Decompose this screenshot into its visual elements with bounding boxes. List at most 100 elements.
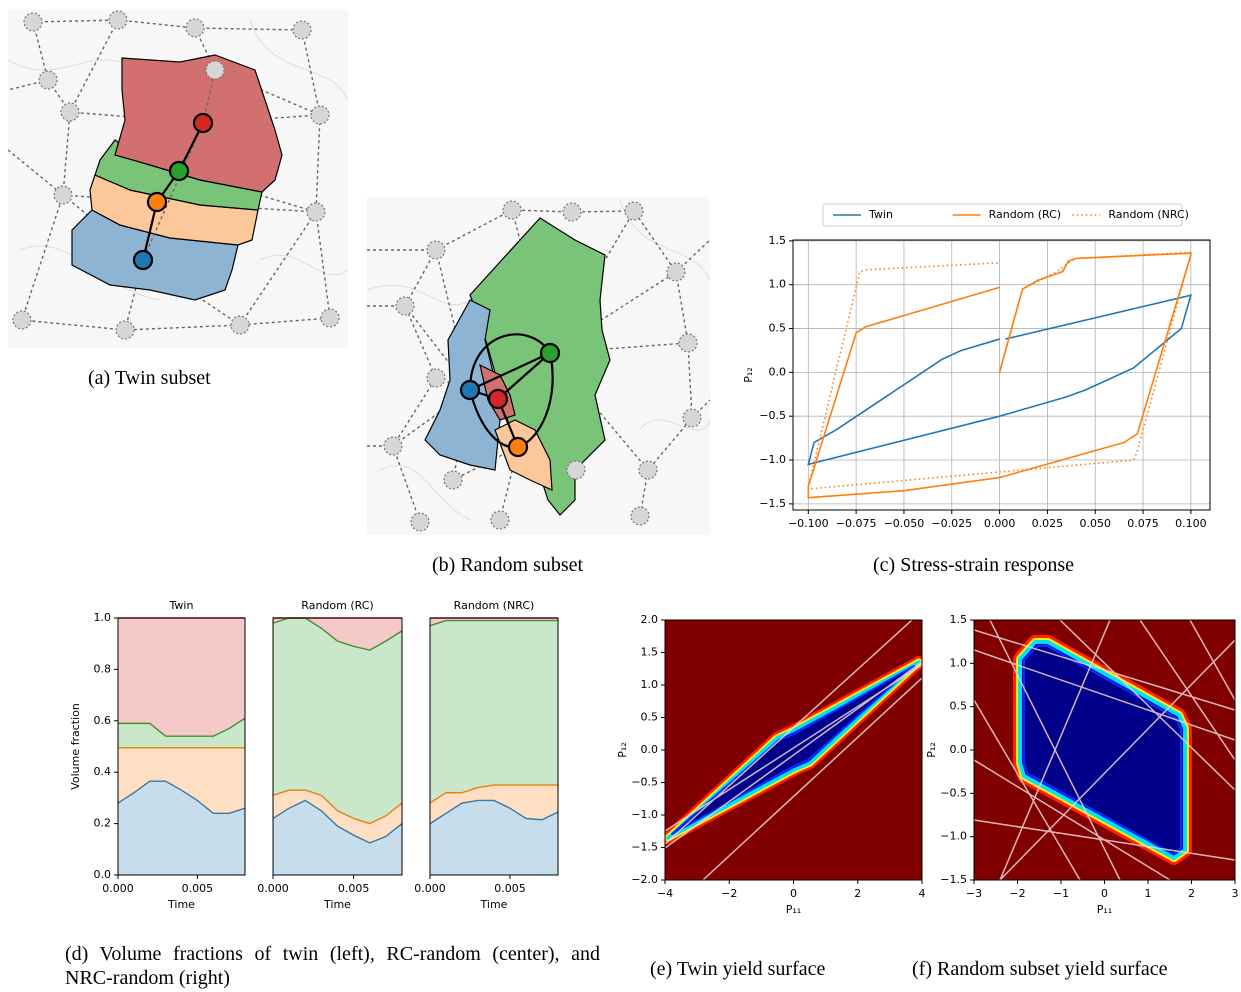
area-line [118, 717, 246, 737]
area-line [272, 789, 403, 825]
area [118, 781, 245, 875]
x-tick-label: 0 [790, 887, 797, 900]
y-tick-label: 1.5 [769, 234, 787, 247]
y-axis-label: P₁₂ [616, 742, 629, 757]
y-tick-label: 2.0 [641, 613, 659, 626]
y-tick-label: −1.5 [631, 841, 658, 854]
area-line [429, 619, 558, 627]
x-tick-label: 2 [1188, 887, 1195, 900]
x-tick-label: −0.025 [931, 517, 972, 530]
area [430, 620, 558, 804]
x-tick-label: 0.000 [414, 882, 446, 895]
axes-frame [973, 619, 1236, 881]
caption: (e) Twin yield surface [650, 958, 826, 980]
x-tick-label: −4 [657, 887, 673, 900]
area [273, 618, 402, 824]
random-subset-diagram [367, 197, 710, 535]
area [273, 618, 402, 651]
x-tick-label: 0 [1101, 887, 1108, 900]
y-tick-label: 0.0 [950, 743, 968, 756]
x-tick-label: −0.100 [788, 517, 829, 530]
x-tick-label: 3 [1232, 887, 1239, 900]
y-tick-label: −1.0 [759, 453, 786, 466]
graph-nodes [12, 10, 340, 340]
area [118, 718, 245, 748]
caption: (b) Random subset [432, 554, 584, 576]
x-tick-label: −2 [1009, 887, 1025, 900]
x-tick-label: 0.050 [1079, 517, 1111, 530]
y-tick-label: 1.0 [950, 656, 968, 669]
x-tick-label: 0.005 [494, 882, 526, 895]
caption: (f) Random subset yield surface [912, 958, 1168, 980]
area-line [429, 799, 559, 825]
x-axis-label: P₁₁ [1097, 903, 1112, 916]
y-tick-label: 0.5 [950, 700, 968, 713]
x-tick-label: 0.100 [1175, 517, 1207, 530]
x-tick-label: 0.000 [257, 882, 289, 895]
y-tick-label: 0.0 [769, 365, 787, 378]
y-tick-label: 0.2 [94, 817, 112, 830]
x-tick-label: −1 [1053, 887, 1069, 900]
y-axis-label: Volume fraction [69, 703, 82, 790]
axes-frame [272, 617, 403, 876]
y-tick-label: −2.0 [631, 873, 658, 886]
y-tick-label: 0.8 [94, 662, 112, 675]
y-tick-label: 0.0 [641, 743, 659, 756]
x-axis-label: Time [323, 898, 351, 911]
area-line [117, 780, 246, 815]
area [273, 790, 402, 843]
yield-surface-image [974, 620, 1235, 880]
x-tick-label: 0.000 [102, 882, 134, 895]
y-tick-label: 0.0 [94, 868, 112, 881]
x-axis-label: P₁₁ [786, 903, 801, 916]
area-line [429, 784, 558, 804]
y-tick-label: −1.0 [940, 830, 967, 843]
x-tick-label: 2 [854, 887, 861, 900]
axes-frame [792, 239, 1211, 511]
x-tick-label: 0.005 [338, 882, 370, 895]
y-tick-label: 0.5 [641, 711, 659, 724]
x-tick-label: −2 [721, 887, 737, 900]
line [807, 294, 1193, 466]
graph-nodes [383, 200, 702, 532]
legend-label: Random (NRC) [1108, 208, 1189, 221]
legend-label: Random (RC) [989, 208, 1061, 221]
panel-title: Random (RC) [301, 599, 373, 612]
x-tick-label: −0.050 [884, 517, 925, 530]
x-tick-label: −0.075 [836, 517, 877, 530]
area [118, 618, 245, 737]
yield-surface-image [665, 620, 922, 880]
x-tick-label: 1 [1145, 887, 1152, 900]
y-tick-label: 1.5 [950, 613, 968, 626]
y-tick-label: 1.0 [641, 678, 659, 691]
x-axis-label: Time [167, 898, 195, 911]
y-axis-label: P₁₂ [742, 367, 755, 382]
panel-title: Random (NRC) [454, 599, 535, 612]
area [430, 785, 558, 824]
caption: (d) Volume fractions of twin (left), RC-… [65, 943, 600, 989]
line [807, 251, 1192, 490]
area-line [272, 799, 403, 844]
x-tick-label: 0.025 [1032, 517, 1064, 530]
line [807, 252, 1192, 499]
area [118, 747, 245, 814]
x-tick-label: 0.005 [182, 882, 214, 895]
y-tick-label: 1.5 [641, 646, 659, 659]
twin-subset-diagram [8, 10, 348, 348]
legend-label: Twin [868, 208, 893, 221]
y-tick-label: 1.0 [94, 611, 112, 624]
axes-frame [117, 617, 246, 876]
y-axis-label: P₁₂ [925, 742, 938, 757]
y-tick-label: 0.4 [94, 765, 112, 778]
caption: (c) Stress-strain response [873, 554, 1075, 576]
axes-frame [429, 617, 559, 876]
legend-box [822, 203, 1183, 227]
axes-frame [664, 619, 923, 881]
area [430, 618, 558, 626]
x-tick-label: 0.075 [1127, 517, 1159, 530]
y-tick-label: −0.5 [759, 409, 786, 422]
y-tick-label: 1.0 [769, 278, 787, 291]
x-axis-label: Time [480, 898, 508, 911]
